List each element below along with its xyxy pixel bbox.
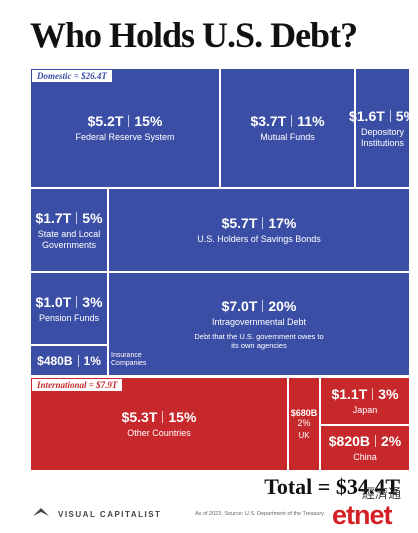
tile-name: U.S. Holders of Savings Bonds	[197, 234, 321, 245]
tile-value: $7.0T	[221, 298, 258, 315]
separator	[76, 295, 78, 308]
tile-value-row: $5.2T 15%	[88, 113, 163, 129]
tile-value-row: $480B 1%	[37, 354, 101, 368]
tile-value-row: $1.0T 3%	[35, 294, 102, 310]
tile-note: Debt that the U.S. government owes to it…	[194, 331, 324, 350]
tile-name: Intragovernmental Debt	[211, 317, 307, 328]
tile: $5.2T 15% Federal Reserve System	[30, 68, 220, 188]
tile: $5.7T 17% U.S. Holders of Savings Bonds	[108, 188, 410, 272]
tile-name: State and Local Governments	[37, 229, 101, 250]
tile-value-row: $5.3T 15%	[122, 409, 197, 425]
tile-value-row: $820B 2%	[329, 433, 402, 449]
tile-value: $5.2T	[87, 113, 124, 130]
tile-name: UK	[298, 430, 310, 440]
separator	[262, 300, 264, 313]
tile: $820B 2% China	[320, 425, 410, 471]
tile: $480B 1%	[30, 345, 108, 376]
logo-cn: 經濟通	[362, 486, 402, 501]
tile-name: Other Countries	[127, 428, 191, 439]
tile-share: 2%	[297, 417, 311, 428]
total-label: Total = $34.4T	[264, 474, 400, 499]
tile-value: $480B	[37, 353, 73, 368]
tile: $7.0T 20% Intragovernmental Debt Debt that …	[108, 272, 410, 376]
tile-name: Pension Funds	[38, 312, 100, 323]
tile-value: $3.7T	[250, 113, 287, 130]
tile-value: $1.1T	[331, 386, 368, 403]
source: As of 2023. Source: U.S. Department of t…	[195, 511, 325, 517]
tile: $3.7T 11% Mutual Funds	[220, 68, 355, 188]
tile-value: $5.3T	[121, 409, 158, 426]
tile-share: 1%	[83, 353, 101, 368]
tile-value: $1.6T	[348, 108, 385, 125]
tile-name: Insurance Companies	[111, 352, 147, 368]
tile-share: 5%	[82, 210, 103, 227]
logo: etnet	[332, 500, 393, 530]
tile-value: $1.0T	[35, 293, 72, 310]
tile-value-row: $3.7T 11%	[250, 113, 324, 129]
tile: $5.3T 15% Other Countries	[30, 377, 288, 471]
tile-name: Mutual Funds	[260, 132, 315, 143]
separator	[76, 212, 78, 225]
separator	[262, 217, 264, 230]
tile-name: Federal Reserve System	[75, 132, 175, 143]
tile-value-row: $1.7T 5%	[35, 210, 102, 226]
tile: $1.0T 3% Pension Funds	[30, 272, 108, 345]
tile-value-row: $1.1T 3%	[331, 386, 398, 402]
tile: $1.7T 5% State and Local Governments	[30, 188, 108, 272]
tile-value-row: $1.6T 5%	[349, 108, 416, 124]
group-label: Domestic = $26.4T	[32, 70, 112, 82]
group-label: International = $7.9T	[32, 379, 123, 391]
tile-share: 3%	[82, 293, 103, 310]
separator	[389, 110, 391, 123]
tile-name: Depository Institutions	[360, 127, 405, 148]
tile-share: 15%	[134, 113, 163, 130]
brand-icon	[33, 508, 49, 516]
tile: $1.6T 5% Depository Institutions	[349, 68, 416, 188]
tile: $1.1T 3% Japan	[320, 377, 410, 425]
separator	[128, 115, 130, 128]
tile-share: 2%	[381, 433, 402, 450]
tile-share: 17%	[268, 215, 297, 232]
separator	[372, 388, 374, 401]
tile-share: 20%	[268, 298, 297, 315]
tile-value: $5.7T	[221, 215, 258, 232]
separator	[77, 354, 79, 367]
brand: VISUAL CAPITALIST	[58, 510, 162, 519]
tile-value: $680B	[290, 407, 318, 418]
tile-value-row: $5.7T 17%	[222, 215, 297, 231]
tile-value-row: $7.0T 20%	[222, 298, 297, 314]
tile-value: $1.7T	[35, 210, 72, 227]
tile-share: 5%	[395, 108, 417, 125]
separator	[162, 411, 164, 424]
separator	[375, 435, 377, 448]
separator	[291, 115, 293, 128]
tile-value-row: $680B 2%	[291, 408, 318, 428]
tile-share: 11%	[297, 113, 325, 130]
tile-share: 3%	[378, 386, 399, 403]
tile: $680B 2% UK	[288, 377, 320, 471]
tile-name: Japan	[352, 405, 378, 416]
tile-name: China	[353, 452, 377, 463]
chart-title: Who Holds U.S. Debt?	[30, 15, 358, 55]
tile-value: $820B	[328, 433, 371, 450]
tile-share: 15%	[168, 409, 197, 426]
